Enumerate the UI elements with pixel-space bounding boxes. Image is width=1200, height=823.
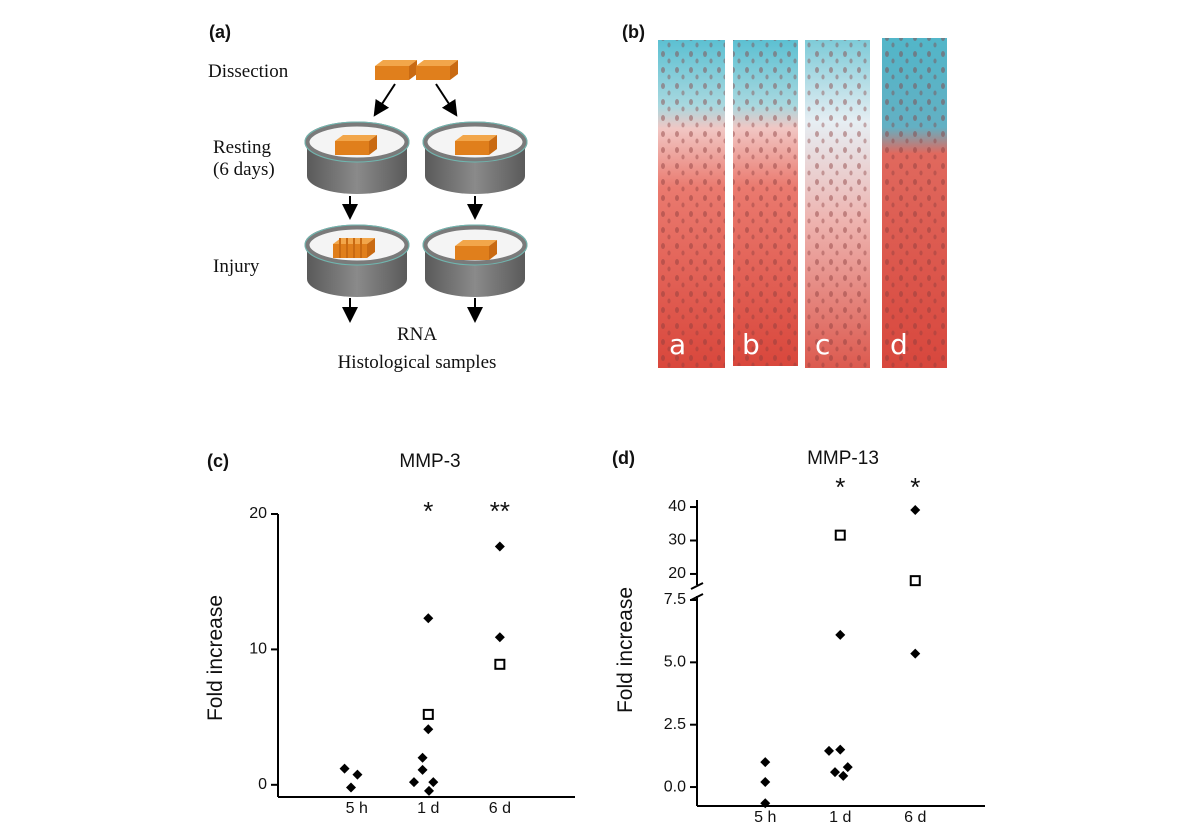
tissue-block xyxy=(455,135,497,155)
point-diamond xyxy=(760,757,771,768)
cell-texture xyxy=(882,38,947,368)
y-tick-label: 5.0 xyxy=(664,654,686,671)
point-diamond xyxy=(408,777,419,788)
point-diamond xyxy=(824,745,834,756)
point-square xyxy=(422,708,434,720)
axis-break xyxy=(690,582,704,590)
panel-label: (a) xyxy=(209,22,231,42)
x-tick-label: 6 d xyxy=(489,800,511,817)
dish xyxy=(305,122,409,194)
arrow xyxy=(373,83,396,117)
lane-label: a xyxy=(669,328,686,361)
step-label: Dissection xyxy=(208,61,289,82)
dish xyxy=(305,225,409,297)
step-label: Resting (6 days) xyxy=(213,137,275,180)
point-diamond xyxy=(424,785,435,796)
y-axis-label: Fold increase xyxy=(614,587,637,713)
panel-label: (d) xyxy=(612,448,635,468)
panel-a: (a) Dissection Resting (6 days) Injury RN… xyxy=(208,22,527,373)
point-diamond xyxy=(423,613,434,624)
x-tick-label: 5 h xyxy=(346,800,368,817)
significance: * xyxy=(423,496,433,526)
arrow xyxy=(435,83,458,117)
lane-label: b xyxy=(742,328,760,361)
cell-texture xyxy=(658,40,725,368)
point-diamond xyxy=(835,629,846,640)
point-square xyxy=(834,529,846,541)
tissue-block xyxy=(416,60,458,80)
y-tick-label: 7.5 xyxy=(664,591,686,608)
output-label: RNA xyxy=(397,324,437,345)
panel-label: (c) xyxy=(207,451,229,471)
tissue-block xyxy=(335,135,377,155)
tissue-block xyxy=(375,60,417,80)
lane-label: c xyxy=(815,328,830,361)
point-diamond xyxy=(830,767,840,778)
point-diamond xyxy=(842,762,853,773)
cell-texture xyxy=(733,40,798,366)
significance: * xyxy=(835,472,845,502)
y-tick-label: 0 xyxy=(258,776,267,793)
lane-label: d xyxy=(890,328,908,361)
x-tick-label: 6 d xyxy=(904,809,926,823)
point-diamond xyxy=(494,632,505,643)
cell-texture xyxy=(805,40,870,368)
point-diamond xyxy=(910,505,921,516)
tissue-block xyxy=(455,240,497,260)
point-square xyxy=(494,658,506,670)
point-diamond xyxy=(417,752,428,763)
injured-block xyxy=(333,238,375,258)
point-diamond xyxy=(910,648,921,659)
y-axis-label: Fold increase xyxy=(204,595,227,721)
x-tick-label: 1 d xyxy=(417,800,439,817)
dish xyxy=(423,122,527,194)
point-diamond xyxy=(339,763,350,774)
point-diamond xyxy=(423,724,434,735)
x-tick-label: 5 h xyxy=(754,809,776,823)
y-tick-label: 2.5 xyxy=(664,716,686,733)
y-tick-label: 30 xyxy=(668,532,686,549)
dish xyxy=(423,225,527,297)
point-diamond xyxy=(417,764,428,775)
point-diamond xyxy=(345,782,356,793)
significance: ** xyxy=(490,496,510,526)
point-square xyxy=(909,575,921,587)
x-tick-label: 1 d xyxy=(829,809,851,823)
panel-label: (b) xyxy=(622,22,645,42)
point-diamond xyxy=(428,777,439,788)
axis-break xyxy=(690,593,704,601)
chart-title: MMP-13 xyxy=(807,448,879,469)
y-tick-label: 40 xyxy=(668,498,686,515)
point-diamond xyxy=(494,541,505,552)
panel-b: (b) a b c d xyxy=(622,22,947,368)
output-label: Histological samples xyxy=(338,352,497,373)
point-diamond xyxy=(352,769,363,780)
point-diamond xyxy=(760,798,771,809)
point-diamond xyxy=(838,770,849,781)
point-diamond xyxy=(760,777,771,788)
chart-title: MMP-3 xyxy=(399,451,460,472)
significance: * xyxy=(910,472,920,502)
y-tick-label: 20 xyxy=(249,505,267,522)
point-diamond xyxy=(835,744,846,755)
y-tick-label: 0.0 xyxy=(664,778,686,795)
y-tick-label: 10 xyxy=(249,641,267,658)
y-tick-label: 20 xyxy=(668,565,686,582)
step-label: Injury xyxy=(213,256,260,277)
